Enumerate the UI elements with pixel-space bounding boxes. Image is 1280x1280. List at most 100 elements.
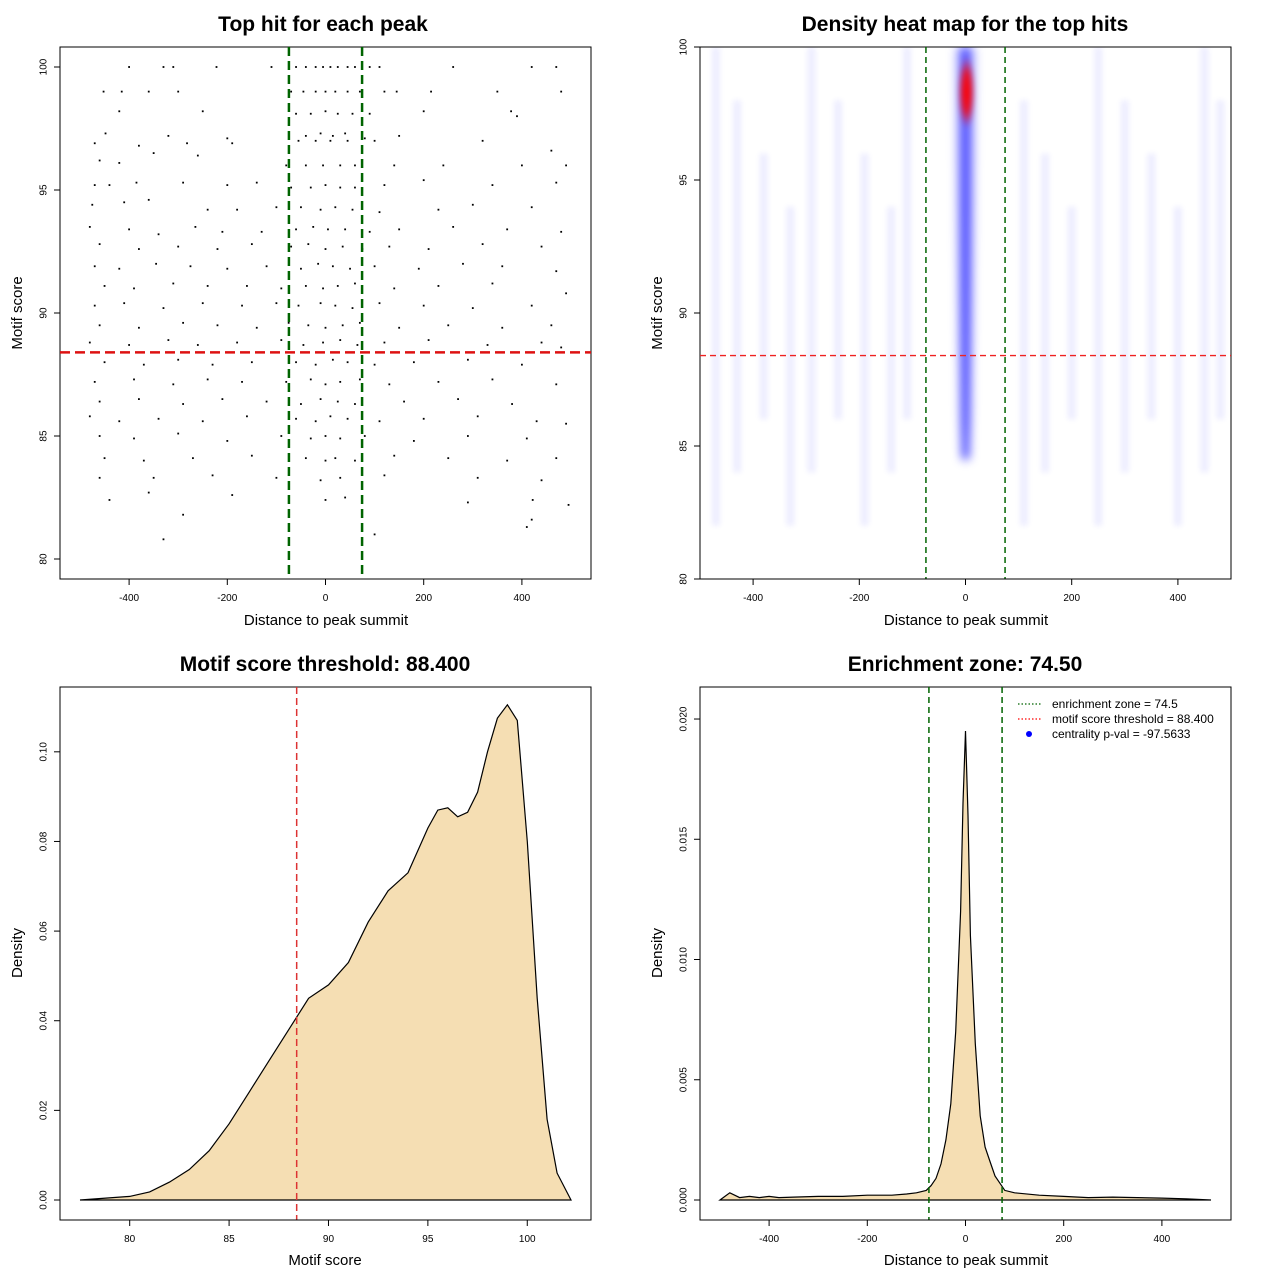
- scatter-point: [196, 344, 199, 346]
- heatmap-streak: [1120, 100, 1129, 473]
- scatter-point: [246, 285, 248, 287]
- heatmap-streak: [733, 100, 742, 473]
- scatter-point: [206, 378, 209, 381]
- y-tick-label: 0.04: [39, 1011, 50, 1031]
- scatter-point: [157, 233, 160, 236]
- scatter-point: [304, 457, 307, 460]
- scatter-point: [354, 459, 356, 462]
- scatter-point: [339, 437, 342, 440]
- panel-2-y-axis: 80 85 90 95 100: [679, 38, 700, 585]
- scatter-point: [491, 378, 494, 381]
- scatter-point: [88, 415, 91, 418]
- scatter-point: [108, 184, 111, 186]
- scatter-point: [98, 324, 101, 327]
- x-tick-label: -400: [743, 593, 763, 604]
- panel-2-reference-lines: [700, 47, 1231, 579]
- x-tick-label: 400: [1170, 593, 1187, 604]
- scatter-point: [521, 363, 523, 366]
- scatter-point: [314, 66, 317, 68]
- scatter-point: [319, 132, 322, 135]
- scatter-point: [285, 164, 288, 167]
- scatter-point: [506, 459, 509, 462]
- scatter-point: [182, 403, 185, 405]
- scatter-point: [540, 479, 543, 482]
- scatter-point: [215, 66, 218, 68]
- heatmap-streak: [786, 206, 795, 526]
- scatter-point: [172, 66, 175, 68]
- scatter-point: [354, 186, 356, 189]
- scatter-point: [496, 90, 499, 93]
- panel-1-y-label: Motif score: [9, 276, 26, 349]
- scatter-point: [255, 181, 258, 184]
- legend-threshold-label: motif score threshold = 88.400: [1052, 712, 1214, 726]
- scatter-point: [98, 476, 101, 479]
- scatter-point: [142, 459, 145, 462]
- scatter-point: [354, 66, 356, 68]
- panel-1-x-label: Distance to peak summit: [244, 612, 409, 629]
- scatter-point: [280, 435, 283, 437]
- scatter-point: [471, 203, 474, 206]
- scatter-point: [510, 110, 512, 113]
- panel-4-y-label: Density: [649, 927, 666, 978]
- scatter-point: [201, 420, 204, 423]
- scatter-point: [398, 326, 401, 329]
- scatter-point: [118, 420, 121, 423]
- scatter-point: [290, 245, 293, 248]
- scatter-point: [246, 415, 248, 418]
- scatter-point: [491, 282, 494, 285]
- scatter-point: [324, 326, 327, 329]
- panel-score-density: Motif score threshold: 88.400 80 85 90 95 10…: [9, 653, 592, 1269]
- scatter-point: [309, 378, 312, 381]
- scatter-point: [324, 90, 327, 93]
- x-tick-label: 95: [422, 1234, 434, 1245]
- scatter-point: [302, 344, 305, 346]
- scatter-point: [398, 228, 401, 231]
- scatter-point: [356, 344, 359, 346]
- scatter-point: [255, 326, 258, 329]
- scatter-point: [417, 267, 420, 270]
- x-tick-label: 80: [124, 1234, 136, 1245]
- scatter-point: [177, 432, 180, 435]
- panel-4-legend: enrichment zone = 74.5 motif score thres…: [1018, 697, 1214, 741]
- scatter-point: [270, 66, 273, 68]
- scatter-point: [555, 383, 558, 386]
- scatter-point: [565, 292, 567, 295]
- scatter-point: [309, 437, 312, 440]
- scatter-point: [304, 164, 307, 167]
- scatter-point: [123, 302, 126, 305]
- panel-3-x-label: Motif score: [288, 1252, 361, 1269]
- scatter-point: [334, 90, 337, 93]
- x-tick-label: 100: [519, 1234, 536, 1245]
- heatmap-streak: [1067, 206, 1076, 420]
- panel-4-title: Enrichment zone: 74.50: [848, 653, 1083, 676]
- scatter-point: [104, 132, 107, 135]
- scatter-point: [103, 361, 106, 364]
- scatter-point: [358, 90, 361, 93]
- scatter-point: [128, 66, 130, 68]
- scatter-point: [344, 496, 347, 499]
- scatter-point: [211, 363, 214, 366]
- x-tick-label: -200: [849, 593, 869, 604]
- scatter-point: [152, 476, 155, 479]
- scatter-point: [133, 437, 135, 440]
- scatter-point: [172, 383, 175, 386]
- panel-2-y-label: Motif score: [649, 276, 666, 349]
- scatter-point: [462, 262, 464, 265]
- scatter-point: [285, 380, 288, 383]
- scatter-point: [442, 164, 445, 167]
- scatter-point: [466, 501, 469, 504]
- scatter-point: [555, 457, 558, 460]
- x-tick-label: 0: [963, 593, 969, 604]
- scatter-point: [336, 285, 339, 287]
- scatter-point: [339, 380, 342, 383]
- scatter-point: [102, 90, 105, 93]
- scatter-point: [300, 403, 302, 405]
- scatter-point: [346, 90, 349, 93]
- scatter-point: [437, 285, 440, 287]
- scatter-point: [334, 206, 337, 209]
- scatter-point: [334, 457, 337, 460]
- scatter-point: [265, 265, 268, 268]
- panel-4-density-area: [718, 730, 1212, 1201]
- scatter-point: [314, 363, 317, 366]
